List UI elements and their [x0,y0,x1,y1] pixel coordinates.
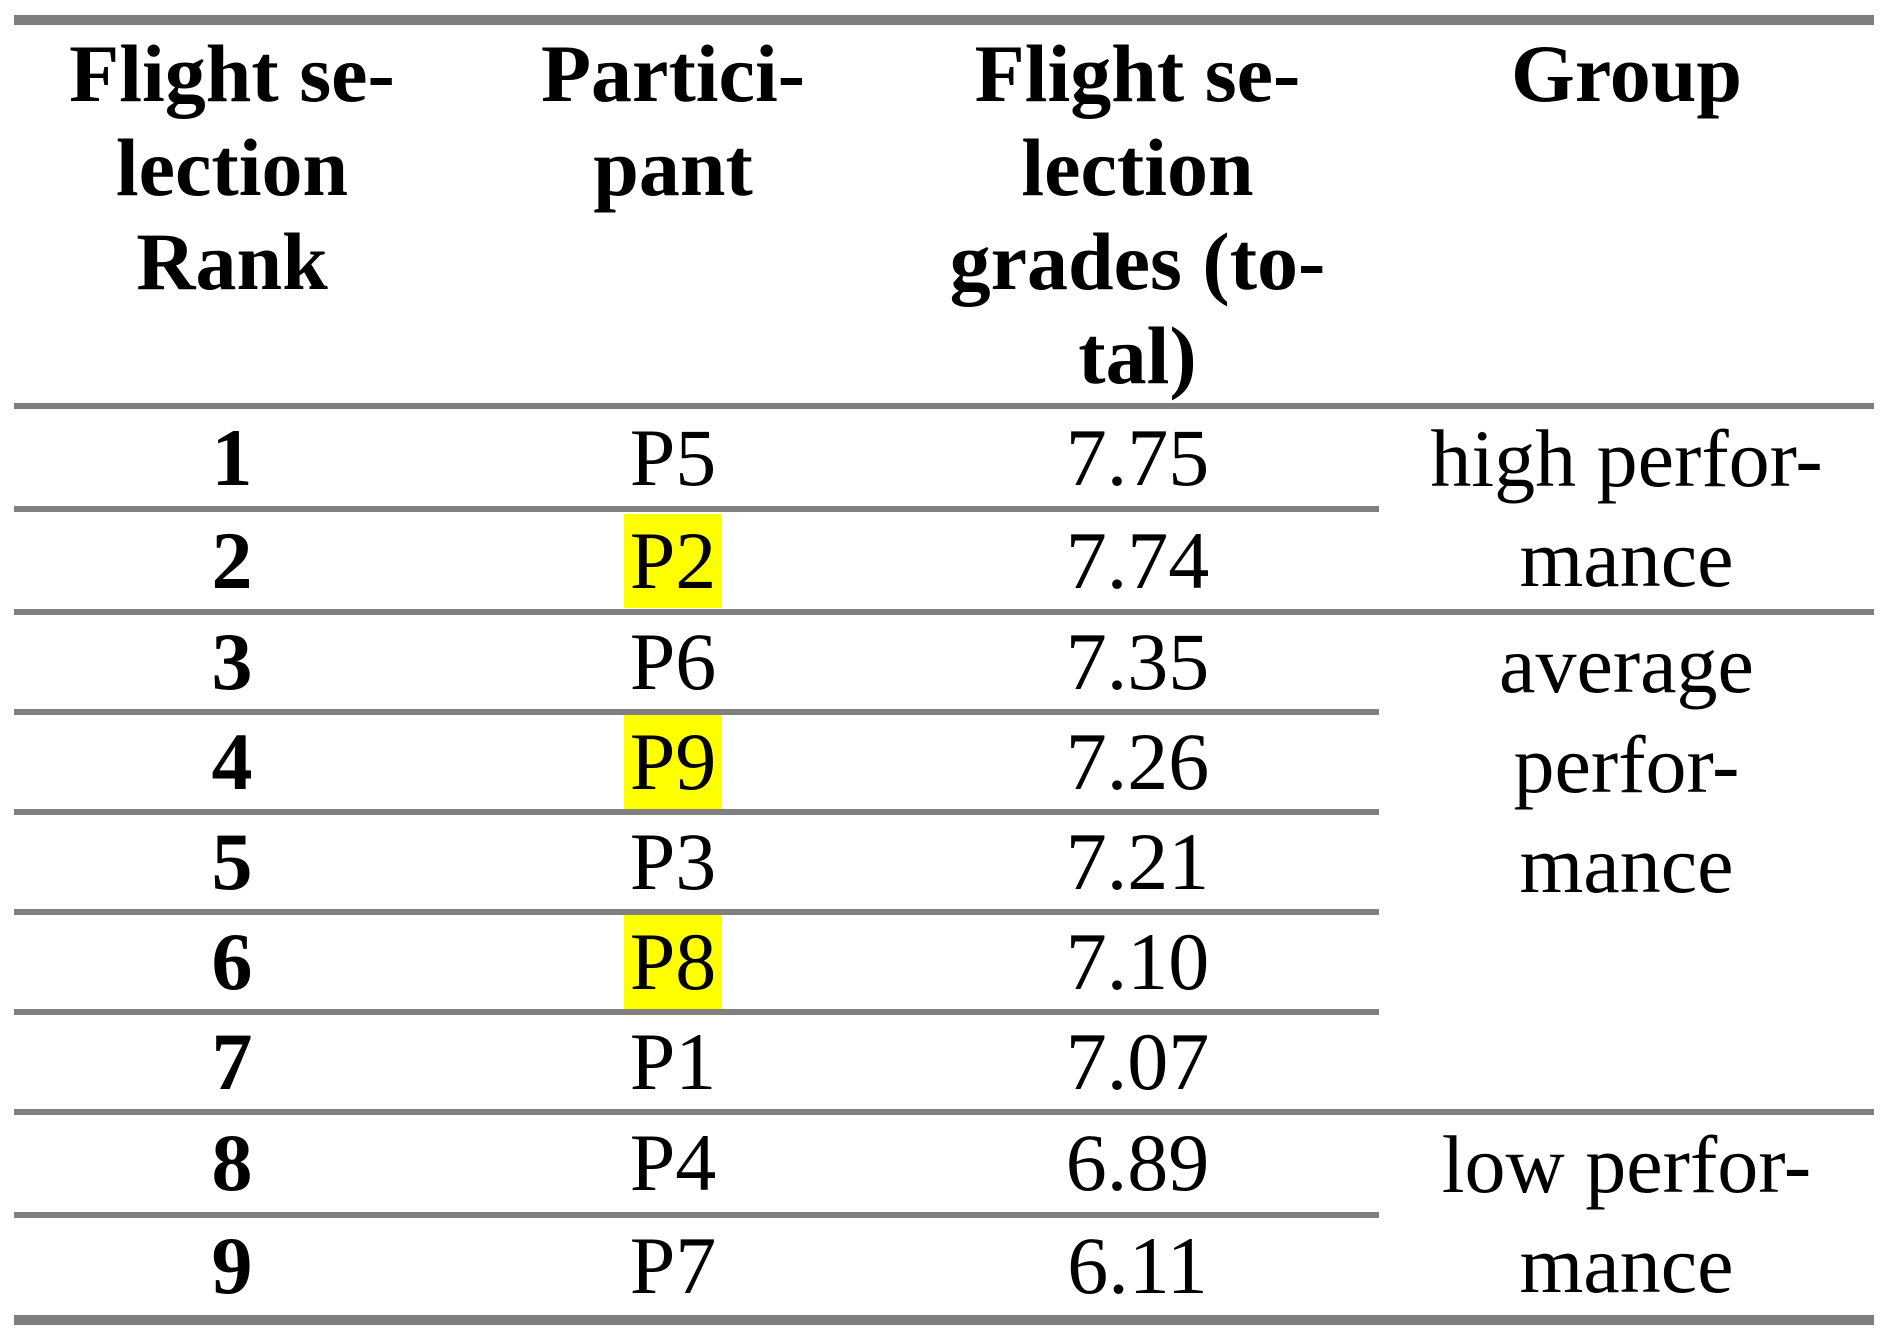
table-row: 2 P2 7.74 [14,509,1874,615]
flight-selection-table: Flight se- lection Rank Partici- pant Fl… [14,15,1874,1325]
participant-cell: P4 [450,1112,896,1218]
participant-cell: P8 [450,912,896,1015]
participant-cell: P9 [450,712,896,815]
participant-cell: P1 [450,1012,896,1115]
participant-cell: P2 [450,509,896,615]
grade-cell: 7.10 [896,912,1379,1015]
grade-cell: 7.74 [896,509,1379,615]
table-row: 8 P4 6.89 low perfor- mance [14,1112,1874,1323]
participant-label: P6 [629,616,717,707]
rank-cell: 5 [14,812,450,915]
rank-cell: 8 [14,1112,450,1218]
rank-cell: 1 [14,406,450,512]
participant-label: P5 [629,411,717,503]
participant-cell: P5 [450,406,896,512]
grade-cell: 7.35 [896,612,1379,715]
table-row: 1 P5 7.75 high perfor- mance [14,406,1874,615]
table-row: 7 P1 7.07 [14,1012,1874,1115]
table-row: 6 P8 7.10 [14,912,1874,1015]
grade-cell: 7.07 [896,1012,1379,1115]
table-row: 9 P7 6.11 [14,1214,1874,1324]
rank-cell: 6 [14,912,450,1015]
column-header-rank: Flight se- lection Rank [14,20,450,409]
rank-cell: 3 [14,612,450,715]
participant-label: P1 [629,1016,717,1107]
participant-label: P7 [629,1220,717,1312]
group-cell-low-performance: low perfor- mance [1379,1112,1874,1323]
participant-label: P3 [629,816,717,907]
participant-cell: P3 [450,812,896,915]
table-row: 4 P9 7.26 [14,712,1874,815]
participant-label: P8 [623,915,723,1009]
table-row: 3 P6 7.35 average perfor- mance [14,612,1874,1115]
column-header-group: Group [1379,20,1874,409]
participant-label: P4 [629,1117,717,1209]
grade-cell: 7.26 [896,712,1379,815]
participant-cell: P7 [450,1214,896,1324]
participant-cell: P6 [450,612,896,715]
rank-cell: 2 [14,509,450,615]
group-cell-average-performance: average perfor- mance [1379,612,1874,1115]
rank-cell: 7 [14,1012,450,1115]
grade-cell: 6.11 [896,1214,1379,1324]
grade-cell: 6.89 [896,1112,1379,1218]
group-cell-high-performance: high perfor- mance [1379,406,1874,615]
header-row: Flight se- lection Rank Partici- pant Fl… [14,20,1874,409]
column-header-grades: Flight se- lection grades (to- tal) [896,20,1379,409]
participant-label: P9 [623,715,723,809]
participant-label: P2 [623,513,723,608]
column-header-participant: Partici- pant [450,20,896,409]
grade-cell: 7.21 [896,812,1379,915]
rank-cell: 9 [14,1214,450,1324]
rank-cell: 4 [14,712,450,815]
table-row: 5 P3 7.21 [14,812,1874,915]
grade-cell: 7.75 [896,406,1379,512]
